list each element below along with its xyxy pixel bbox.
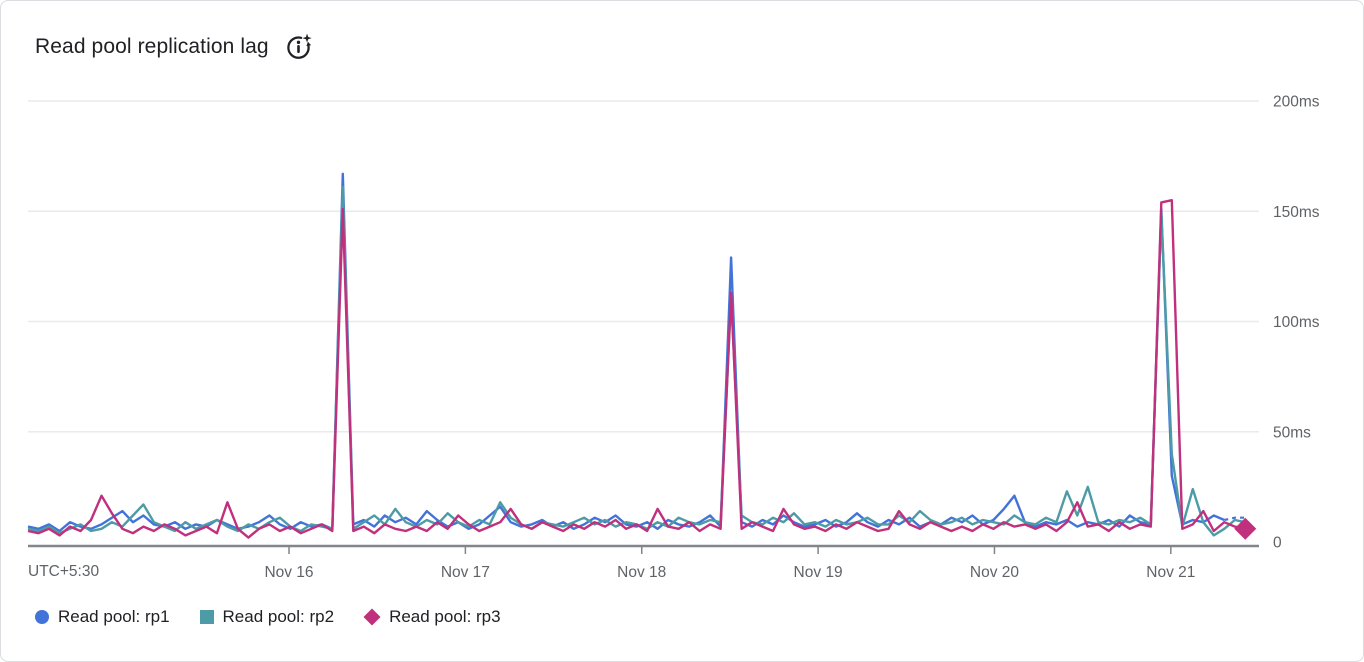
y-axis-label-150: 150ms xyxy=(1273,204,1320,221)
legend-label-rp2: Read pool: rp2 xyxy=(222,607,335,626)
x-axis-label: Nov 21 xyxy=(1146,564,1195,581)
x-axis-label: Nov 17 xyxy=(441,564,490,581)
y-axis-label-0: 0 xyxy=(1273,535,1282,552)
legend-item-rp1[interactable]: Read pool: rp1 xyxy=(35,607,170,627)
legend-label-rp1: Read pool: rp1 xyxy=(58,607,170,626)
series-line-1 xyxy=(27,172,1225,533)
timezone-label: UTC+5:30 xyxy=(28,563,100,580)
series-dashed-tail-1 xyxy=(1224,516,1246,522)
y-axis-label-100: 100ms xyxy=(1273,314,1320,331)
legend-label-rp3: Read pool: rp3 xyxy=(389,607,501,626)
chart-title: Read pool replication lag xyxy=(35,34,269,58)
rp3-diamond-marker-icon xyxy=(363,608,381,626)
x-axis-label: Nov 19 xyxy=(794,564,843,581)
rp2-square-marker-icon xyxy=(199,610,214,624)
y-axis-label-50: 50ms xyxy=(1273,424,1311,441)
x-axis-label: Nov 18 xyxy=(617,564,666,581)
series-line-2 xyxy=(27,185,1246,537)
legend-item-rp2[interactable]: Read pool: rp2 xyxy=(199,607,335,627)
y-axis-label-200: 200ms xyxy=(1273,94,1320,111)
series-end-diamond-marker xyxy=(1234,517,1257,540)
x-axis-label: Nov 16 xyxy=(264,564,313,581)
chart-legend: Read pool: rp1 Read pool: rp2 Read pool:… xyxy=(35,607,501,627)
rp1-circle-marker-icon xyxy=(35,610,49,624)
series-line-3 xyxy=(27,198,1246,539)
info-refresh-sparkle-icon[interactable] xyxy=(285,33,312,60)
chart-header: Read pool replication lag xyxy=(35,33,312,60)
legend-item-rp3[interactable]: Read pool: rp3 xyxy=(363,607,501,627)
x-axis-label: Nov 20 xyxy=(970,564,1019,581)
